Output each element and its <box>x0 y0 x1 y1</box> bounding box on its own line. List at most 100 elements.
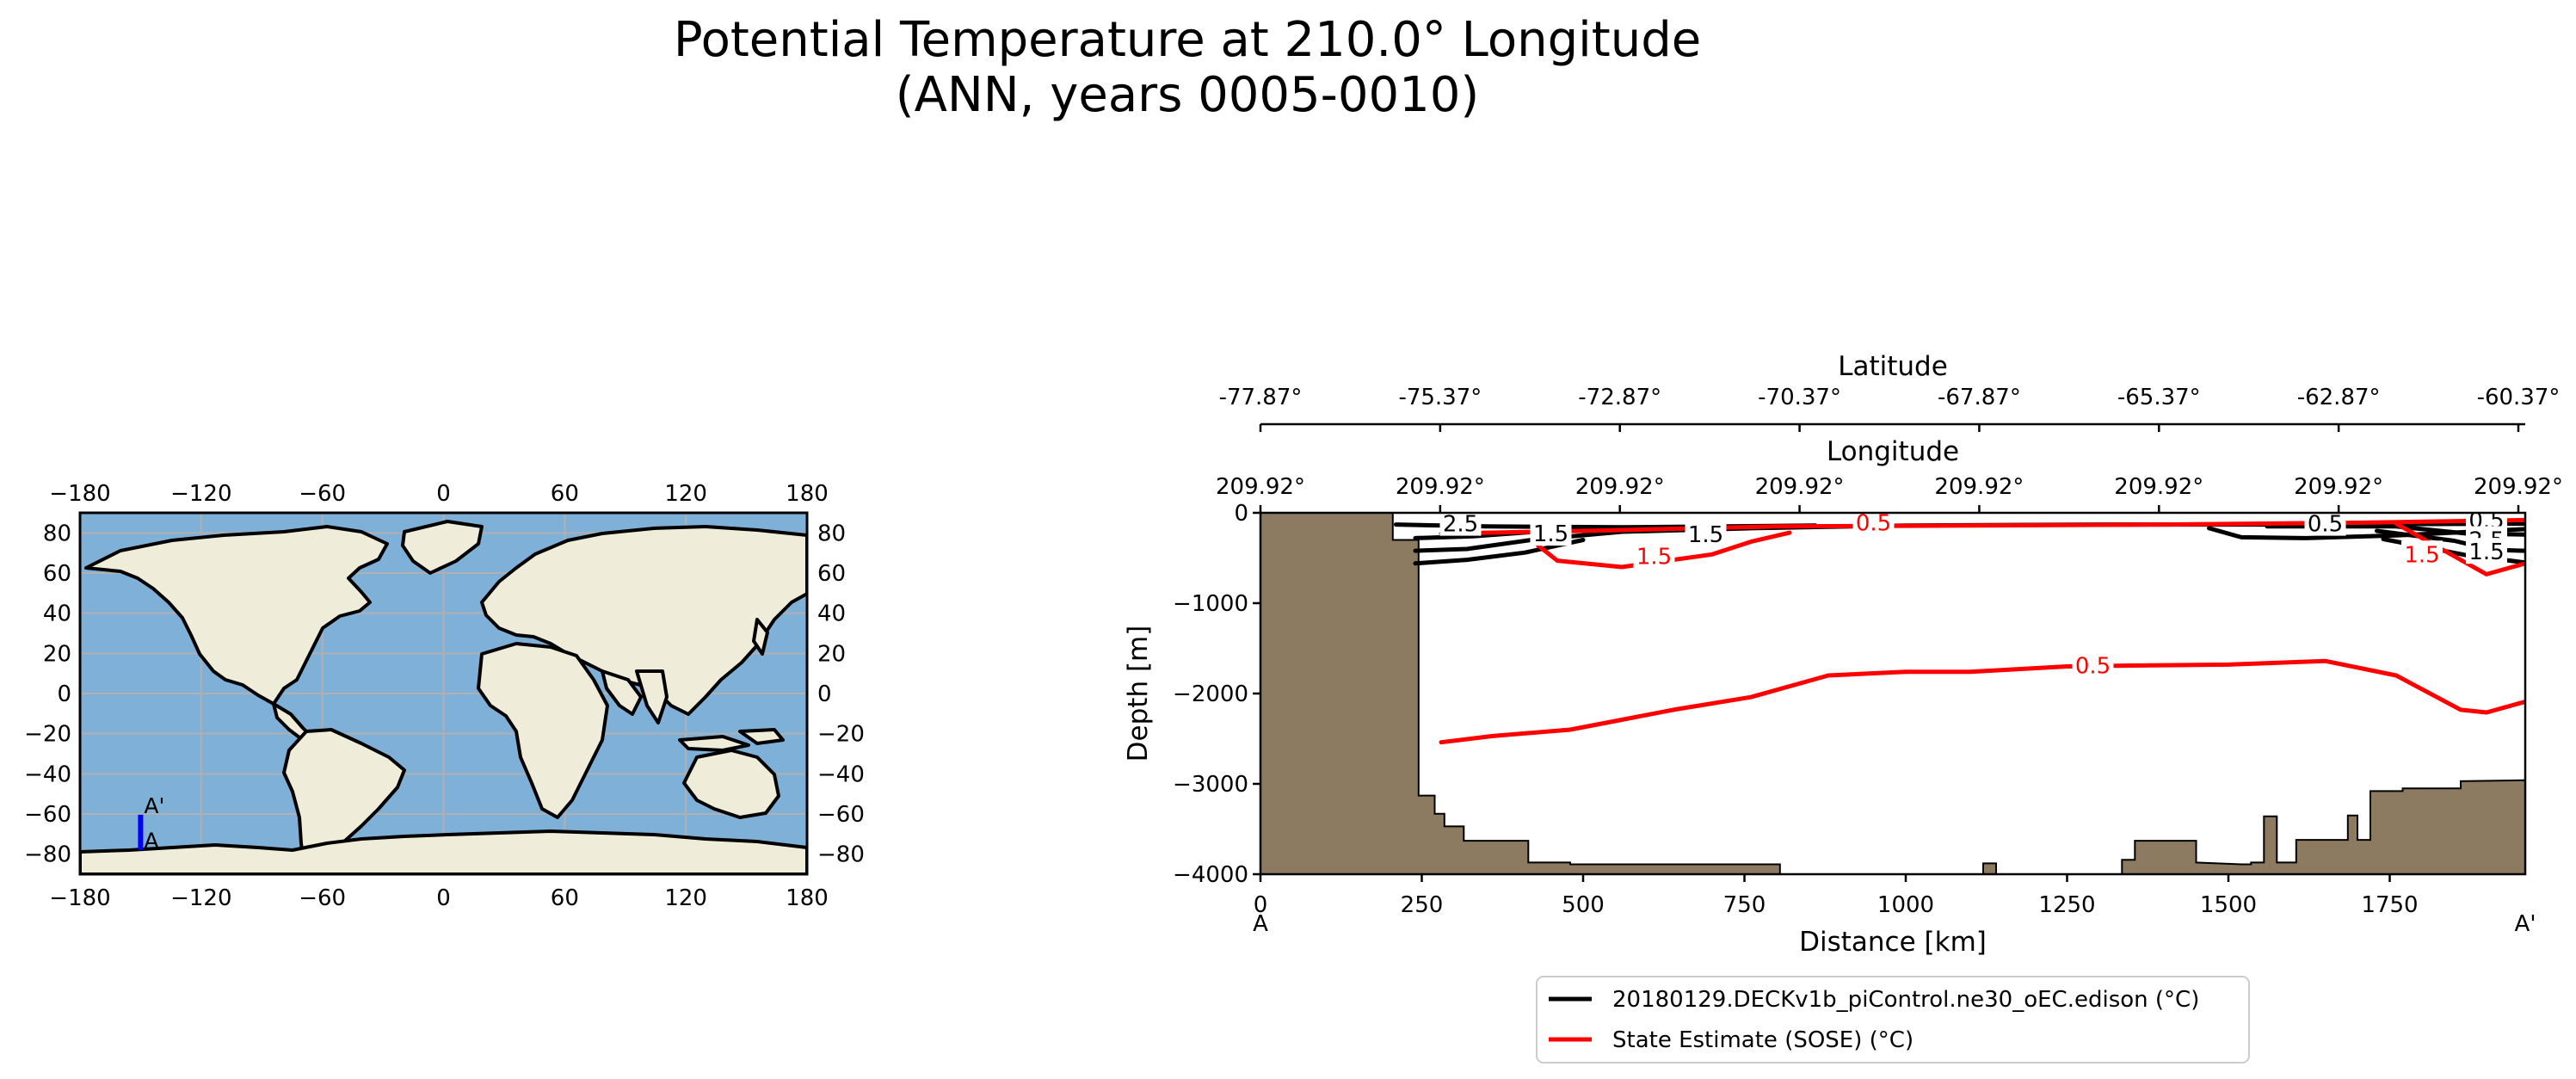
land-africa <box>477 642 609 819</box>
map-ytick-label-left: −40 <box>24 761 71 787</box>
land-japan <box>752 618 769 656</box>
map-ytick-label-left: −60 <box>24 802 71 828</box>
longitude-tick-label: 209.92° <box>1755 474 1845 500</box>
section-xtick-label: 750 <box>1723 892 1766 918</box>
contour-label-bg <box>1852 513 1895 535</box>
section-xtick-label: 1750 <box>2361 892 2418 918</box>
section-xtick-label: 250 <box>1401 892 1444 918</box>
map-ytick-label-right: −20 <box>817 722 865 748</box>
map-xtick-label-bottom: 60 <box>551 885 579 911</box>
map-ytick-label-right: 80 <box>817 521 846 546</box>
longitude-axis: 209.92° 209.92° 209.92° 209.92° 209.92° 209.9… <box>1216 474 2563 513</box>
map-panel: A A' −180 −120 −60 0 60 120 180 −180 −120 −60 0 60… <box>24 481 865 911</box>
map-yticks-right: −80 −60 −40 −20 0 20 40 60 80 <box>817 521 865 867</box>
legend-label-model: 20180129.DECKv1b_piControl.ne30_oEC.edis… <box>1612 987 2199 1013</box>
section-ytick-label: −4000 <box>1173 862 1248 888</box>
contour-label: 1.5 <box>2468 540 2504 565</box>
map-xtick-label-top: 0 <box>436 481 451 507</box>
contour-label-bg <box>1439 513 1482 536</box>
land-eurasia <box>480 525 807 716</box>
map-xtick-label-top: 120 <box>664 481 707 507</box>
contour-label-bg <box>1530 520 1572 546</box>
section-start-label: A <box>1253 911 1268 937</box>
map-xtick-label-top: −120 <box>170 481 231 507</box>
legend-box <box>1536 976 2250 1064</box>
latitude-tick-label: -65.37° <box>2117 385 2201 410</box>
land-indonesia <box>678 735 750 752</box>
land-india <box>601 669 643 716</box>
map-xtick-label-bottom: 120 <box>664 885 707 911</box>
land-antarctica <box>80 829 807 874</box>
land-new-guinea <box>738 728 785 745</box>
longitude-tick-label: 209.92° <box>1396 474 1485 500</box>
contour-label: 0.5 <box>1856 511 1891 537</box>
latitude-tick-label: -70.37° <box>1758 385 1841 410</box>
longitude-tick-label: 209.92° <box>1575 474 1665 500</box>
section-xtick-label: 500 <box>1562 892 1605 918</box>
figure-title-line1: Potential Temperature at 210.0° Longitud… <box>673 12 1702 68</box>
land-greenland <box>401 520 484 575</box>
contour-label: 0.5 <box>2308 512 2343 538</box>
contour-label: 1.5 <box>2404 542 2439 568</box>
contour-label-bg <box>2401 540 2443 567</box>
map-ytick-label-right: −40 <box>817 761 865 787</box>
land-australia <box>682 749 780 819</box>
latitude-axis-label: Latitude <box>1838 351 1948 382</box>
section-yticks: 0 −1000 −2000 −3000 −4000 <box>1173 501 1260 888</box>
map-ytick-label-right: 20 <box>817 641 846 667</box>
contour-label-bg <box>2304 513 2346 536</box>
contour-label: 2.5 <box>1443 512 1478 538</box>
section-end-label: A' <box>2515 911 2536 937</box>
longitude-axis-label: Longitude <box>1827 436 1959 467</box>
map-xtick-label-top: 180 <box>786 481 829 507</box>
contour-label: 0.5 <box>2075 653 2111 679</box>
latitude-axis: -77.87° -75.37° -72.87° -70.37° -67.87° -65.3… <box>1219 385 2561 432</box>
obs-contour-0.5 <box>1439 658 2525 745</box>
map-xtick-label-bottom: −120 <box>170 885 231 911</box>
model-contour-0.5 <box>2207 526 2525 540</box>
map-ytick-label-left: 0 <box>57 681 71 707</box>
map-xtick-label-bottom: −60 <box>299 885 346 911</box>
map-xticks-bottom: −180 −120 −60 0 60 120 180 <box>49 885 829 911</box>
latitude-tick-label: -72.87° <box>1578 385 1661 410</box>
map-transect-end-label: A' <box>144 793 164 818</box>
section-xticks: 0 250 500 750 1000 1250 1500 1750 <box>1254 874 2419 918</box>
legend: 20180129.DECKv1b_piControl.ne30_oEC.edis… <box>1536 976 2250 1064</box>
map-land <box>80 520 807 874</box>
longitude-tick-label: 209.92° <box>2114 474 2203 500</box>
contour-label-bg <box>2072 651 2114 678</box>
section-ytick-label: −3000 <box>1173 772 1248 798</box>
map-xtick-label-top: −180 <box>49 481 110 507</box>
section-xlabel: Distance [km] <box>1799 927 1987 958</box>
contour-labels: 2.51.51.50.51.50.50.50.52.51.51.5 <box>1439 511 2507 679</box>
map-frame <box>78 511 809 876</box>
map-xtick-label-top: 60 <box>551 481 579 507</box>
model-contour-0.5 <box>1413 538 1586 566</box>
figure-title-line2: (ANN, years 0005-0010) <box>895 67 1480 123</box>
map-ytick-label-right: 0 <box>817 681 832 707</box>
section-ylabel: Depth [m] <box>1123 626 1154 762</box>
contour-label: 1.5 <box>1688 522 1723 548</box>
latitude-tick-label: -62.87° <box>2297 385 2381 410</box>
contour-label: 1.5 <box>1533 521 1568 547</box>
map-ytick-label-right: −60 <box>817 802 865 828</box>
contour-label-bg <box>2466 538 2507 564</box>
land-north-america <box>84 525 389 706</box>
section-xtick-label: 0 <box>1254 892 1268 918</box>
contour-lines <box>1394 517 2525 745</box>
map-xticks-top: −180 −120 −60 0 60 120 180 <box>49 481 829 507</box>
latitude-tick-label: -60.37° <box>2477 385 2561 410</box>
obs-contour-1.5 <box>2394 521 2525 576</box>
map-ytick-label-right: −80 <box>817 842 865 868</box>
map-transect-start-label: A <box>144 829 158 854</box>
map-ytick-label-left: 60 <box>43 561 71 587</box>
map-ytick-label-left: 40 <box>43 601 71 627</box>
contour-label-bg <box>1685 521 1727 547</box>
map-xtick-label-bottom: 0 <box>436 885 451 911</box>
land-india-sub <box>635 669 669 724</box>
latitude-tick-label: -67.87° <box>1938 385 2021 410</box>
map-ytick-label-right: 40 <box>817 601 846 627</box>
longitude-tick-label: 209.92° <box>2474 474 2563 500</box>
longitude-tick-label: 209.92° <box>1216 474 1305 500</box>
